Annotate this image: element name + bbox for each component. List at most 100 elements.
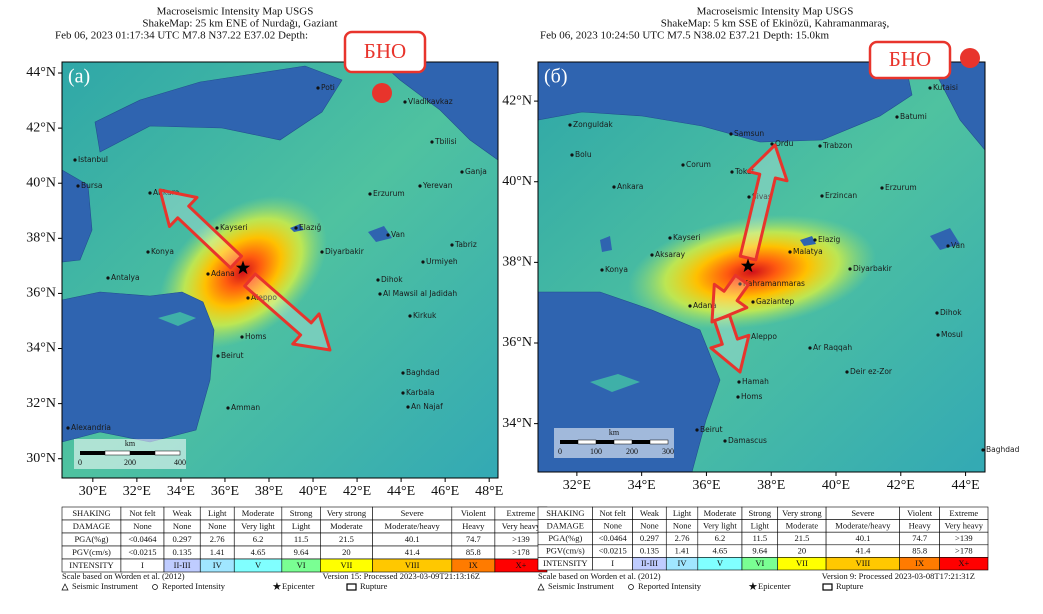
map-title: Macroseismic Intensity Map USGS: [157, 6, 314, 18]
table-text: PGA(%g): [548, 533, 582, 543]
y-tick-label: 44°N: [26, 65, 56, 80]
table-text: 6.2: [715, 533, 726, 543]
table-text: 4.65: [712, 546, 727, 556]
table-text: Moderate/heavy: [385, 521, 441, 531]
city-dot: [320, 250, 324, 254]
city-label: Tokat: [734, 167, 755, 176]
table-text: II-III: [641, 558, 658, 568]
city-label: Erzincan: [825, 191, 857, 200]
table-cell: [939, 557, 989, 571]
footer-note: Scale based on Worden et al. (2012): [62, 571, 185, 581]
table-text: PGV(cm/s): [72, 547, 111, 557]
x-tick-label: 40°E: [299, 484, 327, 499]
city-dot: [729, 132, 733, 136]
table-text: I: [611, 558, 614, 568]
city-dot: [737, 380, 741, 384]
table-text: V: [717, 558, 724, 568]
table-text: VII: [796, 558, 808, 568]
x-tick-label: 34°E: [628, 478, 656, 493]
city-dot: [450, 243, 454, 247]
table-text: Heavy: [909, 520, 932, 530]
sym-reported: [628, 584, 634, 590]
city-label: Tabriz: [454, 240, 477, 249]
city-dot: [688, 304, 692, 308]
table-text: 4.65: [251, 547, 266, 557]
sea: [537, 61, 913, 143]
table-text: SHAKING: [546, 508, 584, 518]
table-text: Light: [751, 520, 770, 530]
table-text: >139: [955, 533, 973, 543]
city-dot: [747, 195, 751, 199]
city-label: Ar Raqqah: [813, 343, 852, 352]
city-label: Batumi: [900, 112, 927, 121]
lake: [930, 228, 960, 250]
city-dot: [206, 272, 210, 276]
table-text: 20: [342, 547, 351, 557]
table-text: Very heavy: [502, 521, 541, 531]
legend-text: Reported Intensity: [638, 581, 702, 591]
city-label: Dihok: [381, 275, 403, 284]
table-text: VII: [341, 560, 353, 570]
y-tick-label: 36°N: [26, 286, 56, 301]
x-tick-label: 42°E: [343, 484, 371, 499]
city-label: Baghdad: [986, 445, 1020, 454]
y-tick-label: 34°N: [26, 341, 56, 356]
legend-text: Seismic Instrument: [72, 581, 139, 591]
city-label: Homs: [245, 332, 267, 341]
table-text: Moderate: [704, 508, 737, 518]
x-tick-label: 44°E: [387, 484, 415, 499]
city-label: Diyarbakir: [325, 247, 365, 256]
table-text: II-III: [174, 560, 191, 570]
table-text: INTENSITY: [69, 560, 113, 570]
city-label: An Najaf: [411, 402, 443, 411]
city-label: Ankara: [617, 182, 643, 191]
city-dot: [695, 428, 699, 432]
x-tick-label: 30°E: [79, 484, 107, 499]
badge: [343, 30, 427, 74]
table-text: IX: [915, 558, 924, 568]
city-dot: [981, 448, 985, 452]
city-label: Sivas: [752, 192, 772, 201]
city-dot: [946, 244, 950, 248]
table-text: Extreme: [949, 508, 978, 518]
table-text: X+: [515, 560, 526, 570]
table-text: PGA(%g): [74, 534, 108, 544]
arrow: [738, 143, 789, 262]
x-tick-label: 40°E: [822, 478, 850, 493]
city-label: Erzurum: [885, 183, 917, 192]
map-title: Feb 06, 2023 01:17:34 UTC M7.8 N37.22 E3…: [55, 30, 308, 42]
scale-seg: [560, 440, 578, 444]
lake: [368, 226, 392, 242]
city-label: Elazig: [818, 235, 840, 244]
table-text: Not felt: [129, 508, 156, 518]
table-text: 0.297: [173, 534, 192, 544]
table-text: 1.41: [210, 547, 225, 557]
lake: [800, 236, 816, 246]
table-text: 74.7: [466, 534, 481, 544]
x-tick-label: 32°E: [123, 484, 151, 499]
table-text: SHAKING: [72, 508, 110, 518]
city-label: Adana: [693, 301, 717, 310]
sea: [94, 65, 343, 153]
scale-seg: [649, 439, 669, 445]
city-label: Konya: [605, 265, 628, 274]
city-dot: [316, 86, 320, 90]
city-label: Bursa: [81, 181, 103, 190]
legend-text: Epicenter: [282, 581, 315, 591]
scale-seg: [154, 450, 181, 456]
sym-rupture: [822, 583, 833, 591]
table-text: PGV(cm/s): [546, 546, 585, 556]
city-label: Aksaray: [655, 250, 686, 259]
scale-unit: km: [609, 428, 620, 437]
city-label: Istanbul: [78, 155, 108, 164]
table-text: Severe: [401, 508, 424, 518]
table-text: V: [255, 560, 262, 570]
city-dot: [430, 140, 434, 144]
city-dot: [730, 170, 734, 174]
sym-epicenter: ★: [748, 580, 758, 593]
city-label: Gaziantep: [756, 297, 794, 306]
scale-seg: [80, 451, 105, 455]
table-text: Not felt: [600, 508, 627, 518]
city-dot: [820, 194, 824, 198]
city-dot: [226, 406, 230, 410]
